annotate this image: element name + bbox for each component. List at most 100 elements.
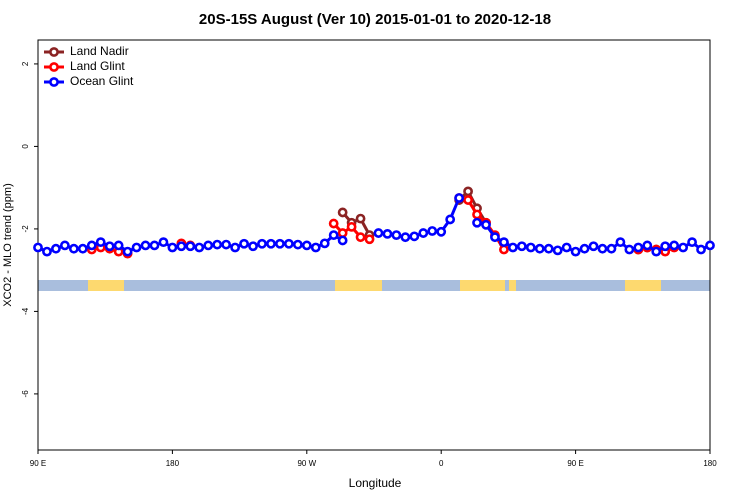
legend-marker: [49, 62, 59, 72]
data-point: [149, 240, 160, 251]
data-point: [42, 246, 52, 257]
data-point: [212, 239, 223, 250]
data-point: [364, 234, 375, 245]
data-point: [561, 242, 572, 253]
legend-label: Ocean Glint: [70, 74, 134, 88]
x-tick-label: 180: [166, 459, 180, 468]
data-point: [301, 240, 312, 251]
data-point: [337, 235, 348, 246]
x-tick-label: 90 W: [297, 459, 316, 468]
legend-marker: [49, 77, 59, 87]
data-point: [552, 245, 563, 256]
data-point: [436, 226, 447, 237]
land-strip: [460, 280, 505, 291]
data-point: [642, 240, 653, 251]
data-point: [463, 186, 473, 197]
y-tick-label: 0: [21, 144, 30, 149]
data-point: [113, 240, 124, 251]
data-point: [481, 219, 491, 230]
x-tick-label: 180: [703, 459, 717, 468]
data-point: [669, 240, 680, 251]
data-point: [319, 238, 330, 249]
data-point: [507, 242, 518, 253]
data-point: [615, 237, 626, 248]
data-point: [104, 241, 115, 252]
data-point: [570, 246, 581, 257]
y-tick-label: -4: [21, 307, 30, 315]
data-point: [158, 237, 169, 248]
data-point: [624, 244, 635, 255]
data-point: [400, 232, 411, 243]
data-point: [579, 243, 590, 254]
data-point: [346, 221, 357, 232]
data-point: [95, 237, 106, 248]
data-point: [490, 232, 500, 243]
data-point: [122, 246, 133, 257]
data-point: [328, 218, 339, 229]
data-point: [660, 241, 671, 252]
data-point: [454, 193, 465, 203]
data-point: [687, 237, 697, 248]
data-point: [131, 242, 142, 253]
data-point: [275, 238, 285, 249]
data-point: [534, 243, 545, 254]
data-point: [525, 242, 536, 253]
data-point: [373, 228, 384, 238]
y-axis-label: XCO2 - MLO trend (ppm): [2, 183, 14, 306]
y-tick-label: -2: [21, 225, 30, 233]
data-point: [248, 241, 258, 252]
legend-marker: [49, 47, 59, 57]
x-tick-label: 90 E: [30, 459, 46, 468]
legend-label: Land Glint: [70, 59, 125, 73]
data-point: [597, 243, 608, 254]
data-point: [678, 242, 689, 253]
data-point: [355, 213, 366, 224]
data-point: [418, 228, 429, 238]
land-strip: [625, 280, 661, 291]
data-point: [77, 243, 88, 254]
data-point: [337, 228, 348, 238]
chart-title: 20S-15S August (Ver 10) 2015-01-01 to 20…: [199, 11, 551, 28]
data-point: [68, 243, 79, 254]
data-point: [86, 240, 97, 251]
data-point: [221, 239, 232, 250]
data-point: [651, 246, 662, 257]
data-point: [230, 242, 241, 253]
data-point: [283, 238, 294, 249]
legend-label: Land Nadir: [70, 44, 129, 58]
data-point: [257, 238, 267, 249]
y-tick-label: -6: [21, 390, 30, 398]
data-point: [59, 240, 70, 251]
data-point: [382, 228, 393, 239]
data-point: [516, 241, 527, 252]
data-point: [391, 230, 402, 241]
surface-strip: [38, 280, 710, 291]
data-point: [194, 242, 205, 253]
data-point: [266, 238, 276, 249]
data-point: [176, 241, 187, 252]
data-point: [140, 240, 151, 251]
data-point: [167, 242, 178, 253]
x-axis-label: Longitude: [349, 476, 402, 490]
data-point: [472, 209, 482, 220]
data-point: [337, 207, 348, 218]
data-point: [705, 240, 715, 251]
land-strip: [335, 280, 382, 291]
data-point: [696, 244, 706, 255]
data-point: [543, 243, 554, 254]
land-strip: [509, 280, 516, 291]
data-point: [185, 241, 196, 252]
data-point: [633, 242, 644, 253]
data-point: [472, 217, 482, 228]
data-point: [409, 231, 420, 242]
data-point: [445, 214, 456, 225]
data-point: [588, 241, 599, 252]
x-tick-label: 0: [439, 459, 444, 468]
data-point: [355, 232, 366, 243]
data-point: [310, 242, 321, 253]
x-tick-label: 90 E: [567, 459, 583, 468]
data-point: [499, 244, 509, 255]
data-point: [328, 230, 339, 241]
